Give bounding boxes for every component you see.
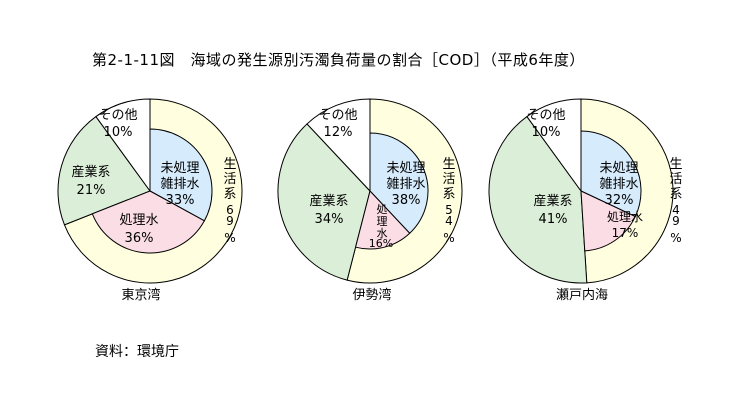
label-treated-text: 処理 bbox=[377, 203, 388, 228]
chart-name: 伊勢湾 bbox=[352, 287, 391, 303]
slice-treated bbox=[91, 190, 206, 254]
label-untreated: 未処理雑排水 32% bbox=[599, 161, 638, 208]
slice-untreated bbox=[149, 128, 213, 222]
slice-treated bbox=[580, 190, 636, 252]
source-note: 資料：環境庁 bbox=[95, 344, 179, 360]
label-industry: 産業系 21% bbox=[71, 164, 110, 198]
chart-name: 瀬戸内海 bbox=[556, 287, 608, 303]
label-untreated: 未処理雑排水 33% bbox=[160, 161, 199, 208]
figure-title: 第2-1-11図 海域の発生源別汚濁負荷量の割合［COD］（平成6年度） bbox=[92, 51, 585, 69]
slice-untreated bbox=[369, 132, 429, 234]
label-treated-text-2: 水 bbox=[377, 227, 388, 240]
label-industry: 産業系 41% bbox=[533, 193, 572, 227]
slice-industry bbox=[488, 115, 588, 284]
label-industry: 産業系 34% bbox=[309, 193, 348, 227]
label-domestic-pct: % bbox=[224, 231, 235, 245]
label-domestic-pct: % bbox=[670, 231, 681, 245]
chart-name: 東京湾 bbox=[121, 287, 160, 303]
label-treated-pct: 16% bbox=[369, 237, 393, 250]
slice-treated bbox=[354, 189, 411, 250]
slice-untreated bbox=[580, 130, 642, 218]
label-domestic: 生活系 bbox=[669, 157, 682, 202]
label-domestic: 生活系 bbox=[223, 157, 236, 202]
label-other: その他 10% bbox=[526, 108, 565, 140]
label-domestic-pct: % bbox=[443, 231, 454, 245]
label-other: その他 10% bbox=[98, 108, 137, 140]
label-domestic: 生活系 bbox=[442, 157, 455, 202]
slice-industry bbox=[57, 115, 151, 226]
slice-other bbox=[306, 98, 371, 193]
slice-industry bbox=[277, 123, 371, 281]
slice-other bbox=[526, 98, 582, 193]
label-untreated: 未処理雑排水 38% bbox=[386, 161, 425, 208]
slice-other bbox=[95, 98, 151, 193]
label-treated: 処理水 36% bbox=[119, 213, 158, 246]
label-treated: 処理水 17% bbox=[607, 210, 643, 240]
label-other: その他 12% bbox=[318, 108, 357, 140]
